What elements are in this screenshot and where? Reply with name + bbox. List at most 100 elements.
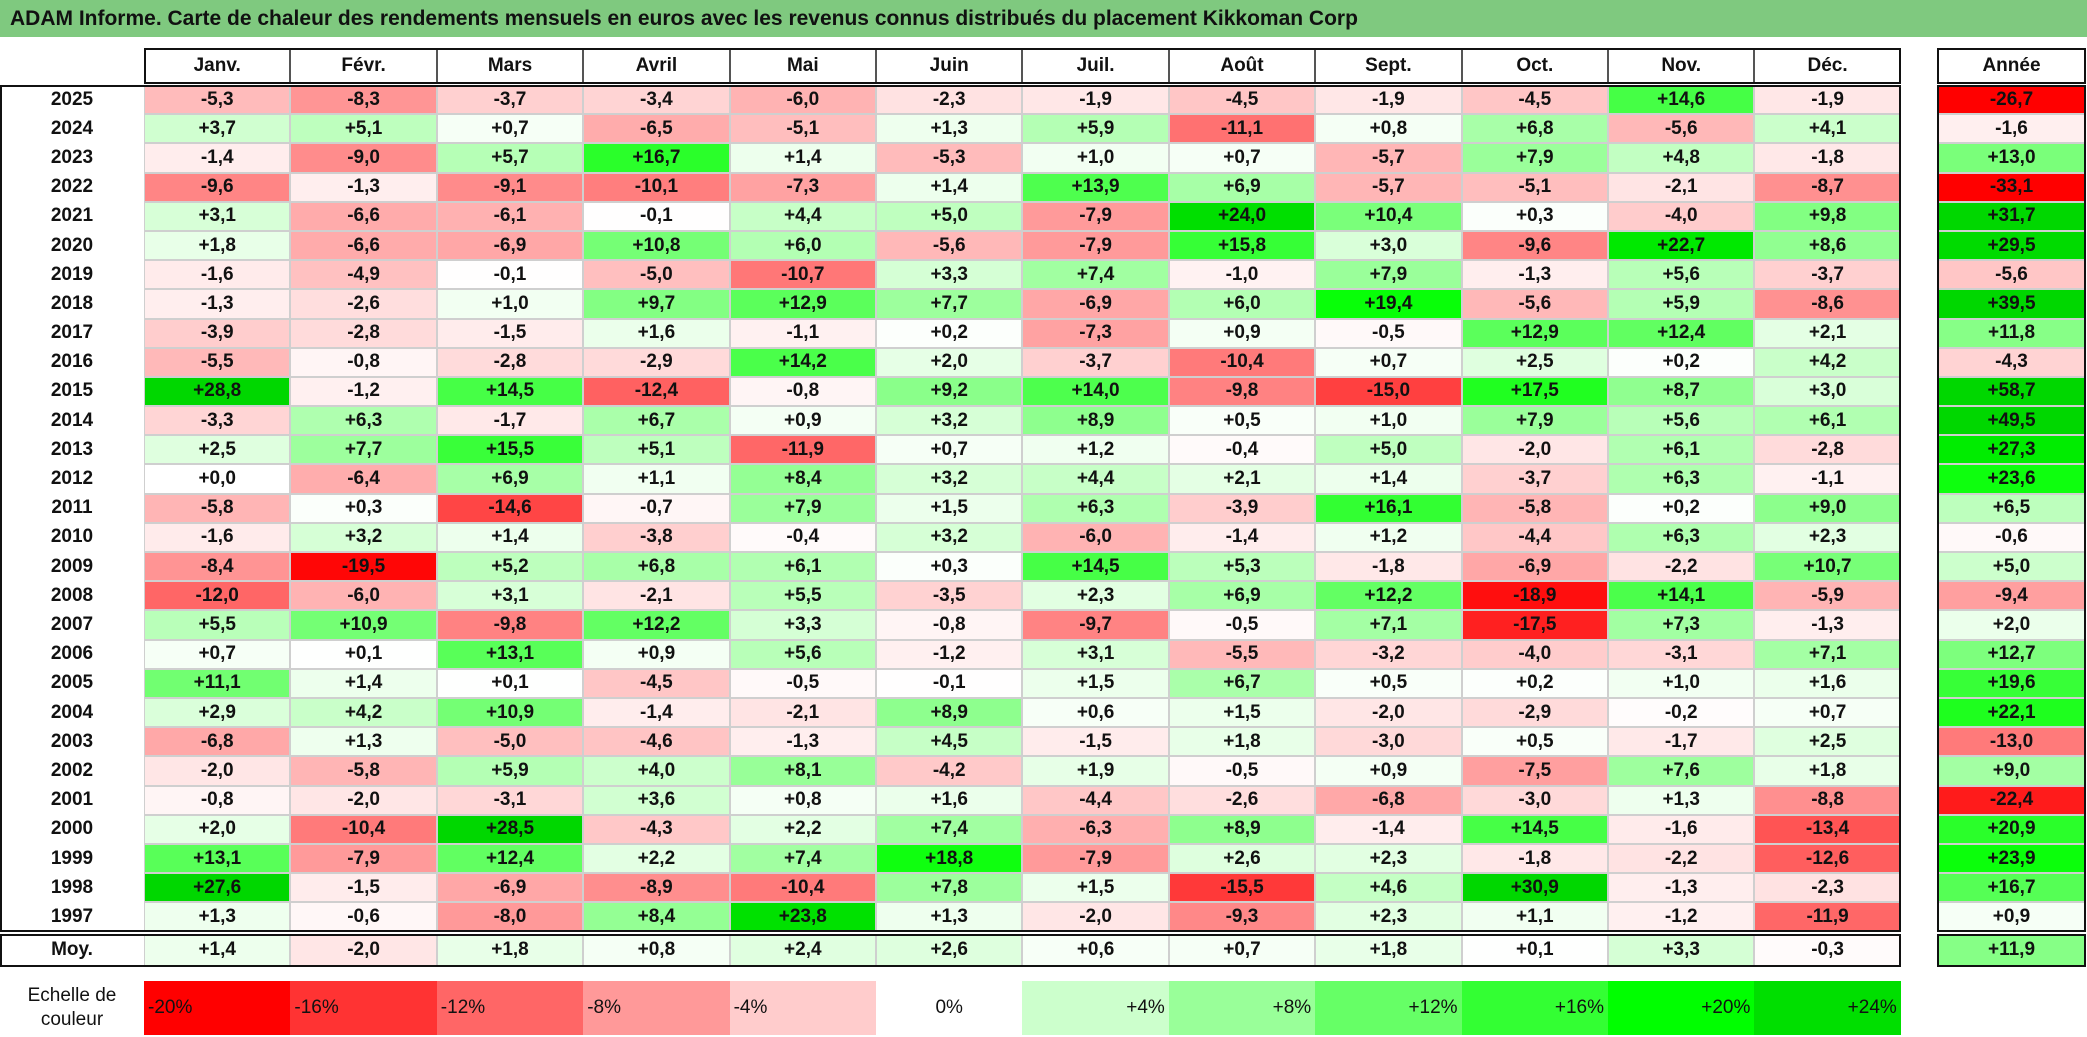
heat-cell: +2,9	[144, 697, 291, 728]
heat-cell: +6,3	[1608, 522, 1755, 553]
heat-cell: -2,8	[290, 318, 437, 348]
heat-cell: +6,3	[290, 406, 437, 436]
heat-cell: -4,5	[583, 668, 730, 698]
heat-cell: -1,2	[1608, 902, 1755, 932]
heat-cell: +16,1	[1315, 493, 1462, 523]
heat-cell: -11,9	[1754, 902, 1901, 932]
heat-cell: +3,6	[583, 785, 730, 815]
heat-cell: +1,3	[876, 902, 1023, 932]
heat-cell: +3,1	[144, 201, 291, 231]
heat-cell: -9,6	[144, 172, 291, 202]
heat-cell: -4,4	[1461, 522, 1608, 553]
column-header: Mai	[729, 48, 876, 84]
total-cell: +49,5	[1937, 406, 2086, 436]
heat-cell: +8,4	[583, 902, 730, 932]
total-cell: +9,0	[1937, 756, 2086, 786]
heat-cell: -5,5	[1168, 639, 1316, 669]
heat-cell: +8,7	[1608, 376, 1755, 407]
heat-cell: +1,4	[1315, 464, 1462, 494]
heat-cell: +1,0	[436, 289, 584, 319]
heat-cell: +12,2	[583, 610, 730, 640]
heat-cell: -1,9	[1315, 85, 1462, 115]
heat-cell: +8,9	[876, 697, 1023, 728]
heat-cell: -10,1	[583, 172, 730, 202]
heat-cell: -6,5	[583, 114, 730, 144]
heat-cell: -1,3	[144, 289, 291, 319]
heat-cell: +3,2	[876, 406, 1023, 436]
row-label: 2016	[50, 351, 94, 373]
row-label: 2001	[50, 789, 94, 811]
heat-cell: -2,8	[1754, 435, 1901, 465]
heat-cell: +3,3	[876, 260, 1023, 290]
legend-label: Echelle de couleur	[27, 985, 117, 1030]
heat-cell: -4,2	[876, 756, 1023, 786]
heat-cell: -19,5	[290, 552, 437, 582]
heat-cell: +24,0	[1168, 201, 1316, 231]
total-cell: +22,1	[1937, 697, 2086, 728]
heat-cell: +22,7	[1608, 230, 1755, 261]
heat-cell: -0,8	[290, 347, 437, 377]
heat-cell: +2,3	[1315, 902, 1462, 932]
heat-cell: +2,5	[1754, 727, 1901, 757]
heat-cell: -0,1	[583, 201, 730, 231]
row-label: 2022	[50, 176, 94, 198]
heat-cell: +8,4	[729, 464, 876, 494]
heat-cell: -2,0	[1461, 435, 1608, 465]
heat-cell: +3,0	[1754, 376, 1901, 407]
heat-cell: -5,0	[436, 727, 584, 757]
heat-cell: +1,9	[1022, 756, 1169, 786]
heat-cell: +28,8	[144, 376, 291, 407]
heat-cell: -4,0	[1461, 639, 1608, 669]
heat-cell: +5,1	[290, 114, 437, 144]
heat-cell: +2,1	[1168, 464, 1316, 494]
heat-cell: +8,9	[1168, 814, 1316, 844]
total-cell: +27,3	[1937, 435, 2086, 465]
heat-cell: +0,3	[290, 493, 437, 523]
heat-cell: +6,9	[436, 464, 584, 494]
heat-cell: -2,0	[290, 785, 437, 815]
heat-cell: +0,3	[876, 552, 1023, 582]
heat-cell: -7,3	[1022, 318, 1169, 348]
heat-cell: +7,9	[729, 493, 876, 523]
row-label: 2013	[50, 438, 94, 460]
heat-cell: +4,2	[290, 697, 437, 728]
row-label: 2015	[50, 380, 94, 402]
total-cell: +16,7	[1937, 873, 2086, 903]
heat-cell: +16,7	[583, 143, 730, 173]
heat-cell: +0,2	[876, 318, 1023, 348]
heat-cell: +7,3	[1608, 610, 1755, 640]
heat-cell: -11,9	[729, 435, 876, 465]
heat-cell: -5,7	[1315, 143, 1462, 173]
legend-step: -16%	[290, 981, 437, 1035]
heat-cell: +4,4	[1022, 464, 1169, 494]
heat-cell: +6,3	[1022, 493, 1169, 523]
heat-cell: +2,5	[1461, 347, 1608, 377]
heat-cell: -3,7	[1022, 347, 1169, 377]
heat-cell: +8,9	[1022, 406, 1169, 436]
total-cell: +5,0	[1937, 552, 2086, 582]
heat-cell: +12,4	[1608, 318, 1755, 348]
heat-cell: +18,8	[876, 843, 1023, 874]
total-cell: -9,4	[1937, 581, 2086, 611]
heat-cell: -6,6	[290, 230, 437, 261]
heat-cell: +10,4	[1315, 201, 1462, 231]
heat-cell: -1,3	[290, 172, 437, 202]
heat-cell: -1,4	[1315, 814, 1462, 844]
total-cell: -1,6	[1937, 114, 2086, 144]
heat-cell: +9,0	[1754, 493, 1901, 523]
heat-cell: +5,6	[1608, 406, 1755, 436]
heat-cell: -5,6	[876, 230, 1023, 261]
heat-cell: -4,9	[290, 260, 437, 290]
heat-cell: +0,6	[1022, 697, 1169, 728]
heat-cell: +1,3	[876, 114, 1023, 144]
heat-cell: +0,7	[1315, 347, 1462, 377]
heat-cell: +1,1	[583, 464, 730, 494]
heat-cell: +17,5	[1461, 376, 1608, 407]
heat-cell: +0,9	[729, 406, 876, 436]
heat-cell: +9,8	[1754, 201, 1901, 231]
heat-cell: +7,9	[1315, 260, 1462, 290]
heat-cell: +4,2	[1754, 347, 1901, 377]
heat-cell: -10,4	[290, 814, 437, 844]
heat-cell: -1,9	[1022, 85, 1169, 115]
heat-cell: -2,1	[583, 581, 730, 611]
